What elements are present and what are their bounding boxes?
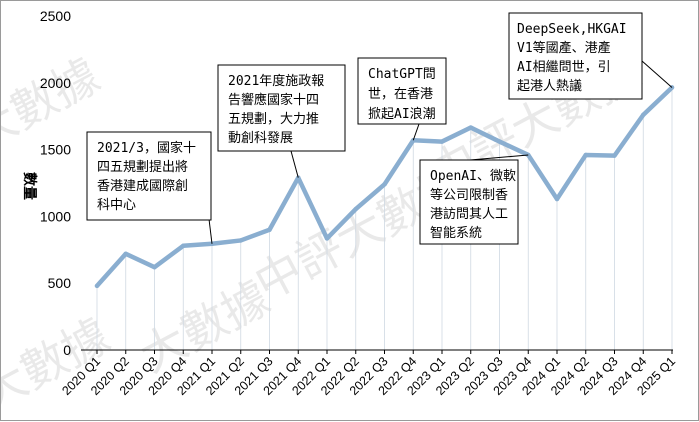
callout-text-line: 掀起AI浪潮 [368,107,436,122]
data-point [353,206,358,212]
data-point [497,139,502,144]
callout-pointer [641,60,673,88]
data-point [181,243,186,248]
callout-box [357,57,447,125]
callout-text-line: V1等國產、港產 [517,40,611,56]
callout-box [217,64,346,152]
y-tick-label: 2500 [40,8,71,24]
y-tick-label: 0 [63,342,71,358]
callout-pointer [412,123,420,141]
data-point [324,236,330,241]
data-point [641,112,646,118]
data-point [267,227,272,232]
callout-text-line: ChatGPT問 [368,67,436,82]
callout-pointer [469,154,529,161]
callout-text-line: 香港建成國際創 [97,179,188,194]
drop-lines [96,87,673,350]
annotations-layer: 2021/3，國家十四五規劃提出將香港建成國際創科中心2021年度施政報告響應國… [86,12,673,245]
callout-text-line: 科中心 [97,198,136,213]
data-point [94,283,100,289]
callout-text-line: OpenAI、微軟 [430,168,516,184]
y-tick-label: 1000 [40,208,71,224]
data-point [583,152,588,158]
callout-text-line: 2021/3，國家十 [97,140,196,156]
data-point [468,125,473,130]
data-point [612,153,617,158]
callout-text-line: AI相繼問世，引 [517,60,611,75]
y-tick-label: 500 [48,275,72,291]
callout-text-line: 2021年度施政報 [228,73,324,89]
callout-text-line: 世，在香港 [368,87,433,102]
callout-box [419,159,519,245]
callout-text-line: DeepSeek,HKGAI [517,22,627,37]
data-point [439,139,445,144]
data-point [238,238,243,243]
series-layer [94,85,675,289]
y-axis-label: 數量 [22,172,38,200]
callout-text-line: 港訪問其人工 [430,206,508,222]
data-point [152,264,157,270]
y-tick-label: 2000 [40,75,71,91]
y-tick-label: 1500 [40,142,71,158]
callout-text-line: 動創科發展 [228,131,293,146]
callout-box [508,12,643,100]
callout-text-line: 告響應國家十四 [228,92,319,108]
data-point [554,196,560,202]
callout-text-line: 等公司限制香 [430,187,508,203]
callout-pointer [208,218,213,244]
data-point [123,251,128,257]
callout-text-line: 智能系統 [430,226,482,241]
callout-text-line: 五規劃，大力推 [228,112,319,127]
callout-box [86,131,212,221]
callout-text-line: 起港人熱議 [517,79,582,94]
data-point [382,182,387,187]
callout-pointer [290,150,299,178]
callout-text-line: 四五規劃提出將 [97,159,188,175]
